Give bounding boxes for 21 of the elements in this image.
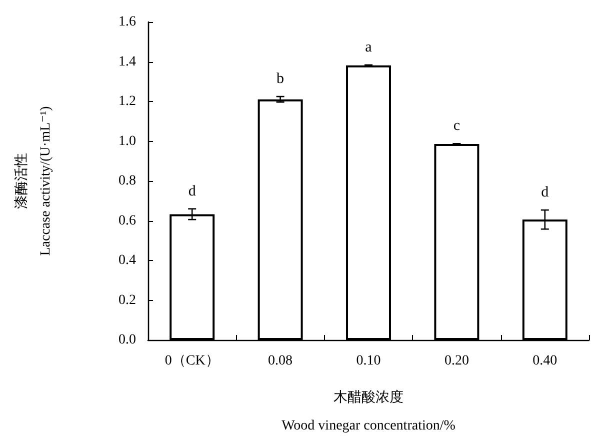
y-tick-label: 1.6	[118, 14, 136, 30]
y-tick-label: 0.0	[118, 332, 136, 348]
y-tick-label: 0.8	[118, 174, 136, 188]
y-tick-label: 0.2	[118, 292, 136, 308]
x-tick-label: 0.20	[444, 354, 469, 368]
annotation: b	[276, 71, 284, 88]
annotation: a	[365, 39, 372, 56]
x-tick-label: 0.10	[356, 354, 381, 368]
x-tick-label: 0.40	[532, 354, 558, 368]
y-axis-title: 漆酶活性 Laccase activity/(U·mL⁻¹)	[14, 106, 54, 256]
annotation: d	[541, 184, 550, 201]
x-axis-title: 木醋酸浓度 Wood vinegar concentration/%	[282, 390, 456, 434]
y-tick-label: 0.6	[118, 213, 136, 228]
annotation: c	[453, 118, 460, 134]
y-tick-label: 1.0	[118, 134, 136, 149]
x-tick-label: 0（CK）	[164, 354, 220, 368]
y-tick-label: 1.2	[118, 94, 136, 109]
y-tick-label: 0.4	[118, 253, 136, 268]
y-tick-label: 1.4	[118, 54, 136, 70]
x-tick-label: 0.08	[268, 354, 293, 368]
annotation: d	[188, 183, 196, 200]
